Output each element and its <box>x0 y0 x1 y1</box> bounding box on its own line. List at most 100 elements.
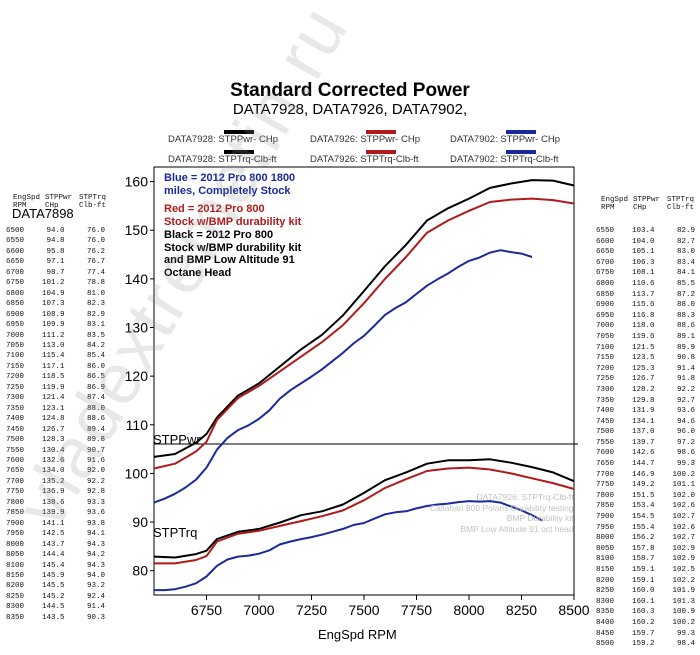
note-black: Black = 2012 Pro 800 Stock w/BMP durabil… <box>164 229 301 279</box>
y-tick-label: 160 <box>125 174 149 190</box>
right-table-row: 7250 126.7 91.8 <box>596 375 696 384</box>
left-table-row: 6800 104.9 81.0 <box>6 289 106 298</box>
right-header-rpm: EngSpd RPM <box>601 196 629 212</box>
left-table-row: 7150 117.1 86.0 <box>6 362 106 371</box>
right-table-row: 7300 128.2 92.2 <box>596 385 696 394</box>
right-table-row: 6700 106.3 83.4 <box>596 258 696 267</box>
y-tick-label: 90 <box>132 514 148 530</box>
left-table-row: 7900 141.1 93.8 <box>6 519 106 528</box>
series-line-4 <box>154 466 575 565</box>
right-table-row: 8200 159.1 102.2 <box>596 576 696 585</box>
right-table-row: 8100 158.7 102.9 <box>596 555 696 564</box>
y-tick-label: 80 <box>132 563 148 579</box>
right-table-row: 7000 118.0 88.6 <box>596 322 696 331</box>
left-table-row: 7750 136.9 92.8 <box>6 488 106 497</box>
x-tick-label: 7750 <box>401 602 432 618</box>
x-tick-label: 7500 <box>348 602 379 618</box>
left-header-torque: STPTrq Clb-ft <box>79 194 107 210</box>
right-table-row: 6600 104.0 82.7 <box>596 237 696 246</box>
left-table-row: 7500 128.3 89.8 <box>6 436 106 445</box>
left-table-row: 7100 115.4 85.4 <box>6 352 106 361</box>
legend-item-7928-torque <box>168 147 254 158</box>
right-table-row: 7150 123.5 90.8 <box>596 354 696 363</box>
right-table-row: 8150 159.1 102.5 <box>596 566 696 574</box>
right-table-row: 6550 103.4 82.9 <box>596 227 696 235</box>
legend-label-7902-torque: DATA7902: STPTrq-Clb-ft <box>450 154 559 165</box>
legend-swatch <box>224 130 254 135</box>
note-blue-line1: Blue = 2012 Pro 800 1800 <box>164 172 296 184</box>
left-table-header: EngSpd RPMSTPPwr CHp STPTrq Clb-ft <box>4 186 113 210</box>
left-table-row: 8100 145.4 94.3 <box>6 561 106 570</box>
legend-item-7902-power <box>450 127 536 138</box>
legend-label-7928-power: DATA7928: STPPwr- CHp <box>168 134 278 145</box>
right-table-row: 7400 131.9 93.6 <box>596 407 696 416</box>
left-table-row: 6700 98.7 77.4 <box>6 268 106 277</box>
left-table-row: 7700 135.2 92.2 <box>6 477 106 486</box>
right-table-row: 7650 144.7 99.3 <box>596 460 696 469</box>
legend-swatch <box>366 130 396 135</box>
note-blue-line2: miles, Completely Stock <box>164 184 291 197</box>
left-table-row: 7000 111.2 83.5 <box>6 331 106 340</box>
note-black-line1: Black = 2012 Pro 800 <box>164 229 274 241</box>
left-table-row: 7800 138.6 93.3 <box>6 498 106 507</box>
y-tick-label: 120 <box>125 368 149 384</box>
note-red: Red = 2012 Pro 800 Stock w/BMP durabilit… <box>164 203 301 228</box>
note-blue: Blue = 2012 Pro 800 1800 miles, Complete… <box>164 172 295 197</box>
x-axis-label: EngSpd RPM <box>318 627 397 642</box>
right-table-row: 7700 146.9 100.2 <box>596 470 696 479</box>
right-table-row: 8000 156.2 102.7 <box>596 534 696 543</box>
left-table-body: 6500 94.0 76.0 6550 94.8 76.0 6600 95.8 76… <box>6 226 105 623</box>
series-line-2 <box>153 249 533 504</box>
left-table-row: 8350 143.5 90.3 <box>6 613 106 622</box>
right-header-power: STPPwr CHp <box>633 196 661 212</box>
left-table-row: 6650 97.1 76.7 <box>6 258 106 267</box>
left-table-row: 7650 134.0 92.0 <box>6 467 106 476</box>
legend-label-7926-power: DATA7926: STPPwr- CHp <box>310 134 420 145</box>
left-header-rpm: EngSpd RPM <box>13 194 41 210</box>
left-table-row: 7550 130.4 90.7 <box>6 446 106 455</box>
left-table-row: 7050 113.0 84.2 <box>6 341 106 350</box>
left-table-row: 7250 119.9 86.9 <box>6 383 106 392</box>
faint-legend-line: DATA7926: STPTrq-Clb-ft <box>476 492 574 502</box>
right-table-row: 7500 137.0 96.0 <box>596 428 696 437</box>
left-table-row: 7350 123.1 88.0 <box>6 404 106 413</box>
left-table-row: 6750 101.2 78.8 <box>6 279 106 288</box>
faint-legend-line: Callahan 800 Polaris Durability testing <box>430 502 574 513</box>
legend-label-7926-torque: DATA7926: STPTrq-Clb-ft <box>310 154 419 165</box>
left-table-row: 8000 143.7 94.3 <box>6 540 106 549</box>
right-table-row: 8400 160.2 100.2 <box>596 618 696 627</box>
right-table-row: 8350 160.3 100.9 <box>596 608 696 617</box>
chart-subtitle: DATA7928, DATA7926, DATA7902, <box>232 101 468 118</box>
right-table-row: 7750 149.2 101.1 <box>596 481 696 490</box>
right-table-row: 8500 159.2 98.4 <box>596 640 696 649</box>
x-tick-label: 8500 <box>558 602 589 618</box>
left-table-row: 8300 144.5 91.4 <box>6 603 106 612</box>
right-table-row: 7550 139.7 97.2 <box>596 438 696 447</box>
right-table-row: 6650 105.1 83.0 <box>596 248 696 257</box>
right-table-row: 7850 153.4 102.6 <box>596 502 696 511</box>
power-trace-label: STPPwr <box>153 432 201 447</box>
left-table-row: 7450 126.7 89.4 <box>6 425 106 434</box>
series-line-0 <box>153 179 575 458</box>
series-line-3 <box>153 458 575 559</box>
y-tick-label: 110 <box>126 417 149 433</box>
left-table-row: 7850 139.9 93.6 <box>6 509 106 518</box>
right-table-row: 7950 155.4 102.6 <box>596 523 696 532</box>
left-header-power: STPPwr CHp <box>45 194 73 210</box>
left-table-row: 8250 145.2 92.4 <box>6 592 106 601</box>
legend-label-7902-power: DATA7902: STPPwr- CHp <box>450 134 560 145</box>
note-black-line2: Stock w/BMP durability kit <box>164 241 302 254</box>
left-table-row: 8150 145.9 94.0 <box>6 571 106 580</box>
left-table-row: 6550 94.8 76.0 <box>6 237 106 246</box>
faint-legend: DATA7926: STPTrq-Clb-ft Callahan 800 Pol… <box>430 492 574 534</box>
chart-title: Standard Corrected Power <box>230 80 470 101</box>
right-table-row: 8450 159.7 99.3 <box>596 629 696 638</box>
legend-item-7926-torque <box>310 147 396 158</box>
left-table-title: DATA7898 <box>12 206 74 221</box>
note-black-line4: Octane Head <box>164 266 232 279</box>
note-black-line3: and BMP Low Altitude 91 <box>164 254 295 267</box>
faint-legend-line: BMP Low Altitude 91 oct head <box>460 523 574 534</box>
legend-item-7902-torque <box>450 147 536 158</box>
x-tick-label: 7250 <box>296 602 327 618</box>
